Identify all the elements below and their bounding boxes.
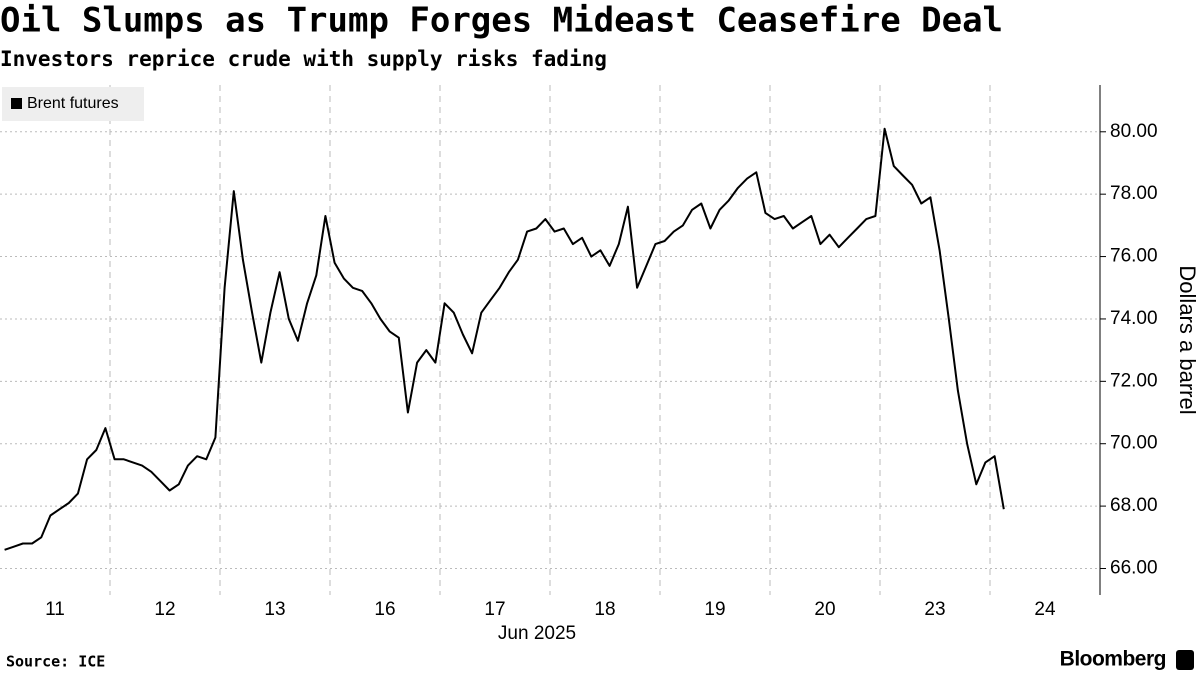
- legend-label: Brent futures: [27, 95, 119, 112]
- x-tick-label: 13: [264, 599, 285, 620]
- y-tick-label: 66.00: [1110, 558, 1158, 579]
- x-tick-label: 20: [814, 599, 835, 620]
- brand: Bloomberg: [1060, 648, 1166, 671]
- legend-swatch: [11, 98, 22, 109]
- x-tick-label: 24: [1034, 599, 1056, 620]
- x-axis-label: Jun 2025: [498, 623, 576, 644]
- y-tick-label: 72.00: [1110, 370, 1158, 391]
- y-tick-label: 74.00: [1110, 308, 1158, 329]
- y-axis-label: Dollars a barrel: [1175, 265, 1200, 414]
- source: Source: ICE: [6, 653, 105, 671]
- chart-title: Oil Slumps as Trump Forges Mideast Cease…: [0, 1, 1003, 41]
- x-tick-label: 17: [484, 599, 505, 620]
- y-tick-label: 78.00: [1110, 183, 1158, 204]
- x-tick-label: 23: [924, 599, 945, 620]
- chart-subtitle: Investors reprice crude with supply risk…: [0, 47, 607, 71]
- y-tick-label: 68.00: [1110, 495, 1158, 516]
- x-tick-label: 18: [594, 599, 615, 620]
- x-tick-label: 11: [45, 599, 65, 620]
- x-tick-label: 16: [374, 599, 395, 620]
- x-tick-label: 19: [704, 599, 725, 620]
- x-tick-label: 12: [154, 599, 175, 620]
- y-tick-label: 70.00: [1110, 433, 1158, 454]
- price-line: [4, 127, 1005, 551]
- y-tick-label: 80.00: [1110, 121, 1158, 142]
- y-tick-label: 76.00: [1110, 246, 1158, 267]
- legend-box: [2, 87, 144, 121]
- brand-icon: [1176, 650, 1194, 670]
